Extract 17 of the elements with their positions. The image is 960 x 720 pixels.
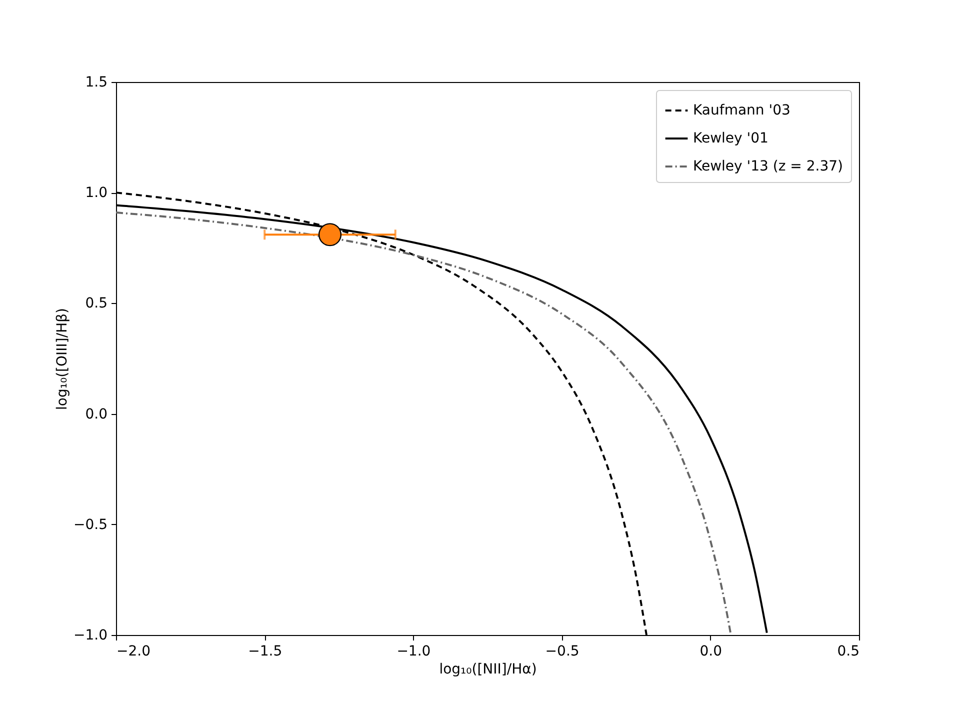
x-axis-title: log₁₀([NII]/Hα) [439, 662, 537, 678]
legend-label: Kaufmann '03 [693, 102, 790, 118]
x-tick-label: 0.0 [700, 644, 722, 660]
y-tick-label: −1.0 [74, 628, 108, 644]
legend-label: Kewley '13 (z = 2.37) [693, 158, 843, 174]
y-tick-label: 1.5 [85, 74, 108, 90]
x-tick-label: −1.0 [396, 644, 431, 660]
legend-label: Kewley '01 [693, 130, 768, 146]
y-axis-title: log₁₀([OIII]/Hβ) [54, 308, 71, 410]
y-tick-label: 0.5 [85, 296, 108, 312]
y-tick-label: 0.0 [85, 406, 108, 422]
y-tick-label: 1.0 [85, 185, 108, 202]
y-tick-label: −0.5 [74, 516, 108, 533]
x-tick-label: −1.5 [248, 644, 282, 660]
x-tick-label: −0.5 [545, 644, 580, 660]
x-tick-label: 0.5 [837, 644, 860, 660]
x-tick-label: −2.0 [116, 644, 150, 660]
